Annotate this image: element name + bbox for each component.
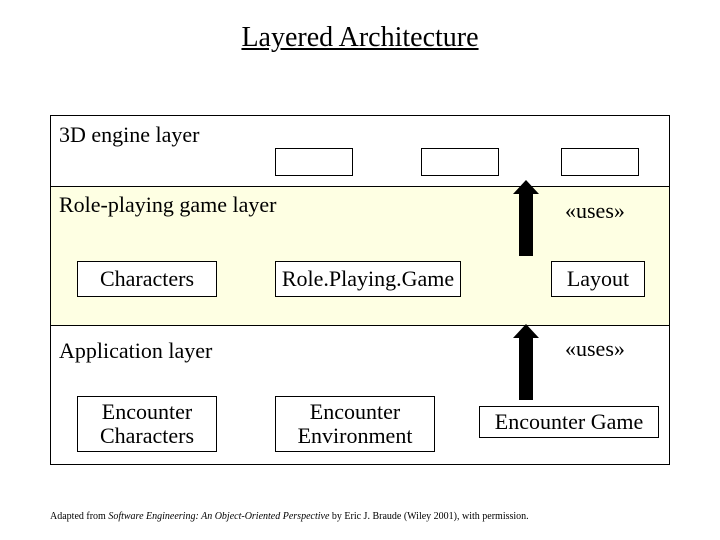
enc-char-line2: Characters bbox=[100, 424, 194, 448]
package-layout: Layout bbox=[551, 261, 645, 297]
footer-suffix: by Eric J. Braude (Wiley 2001), with per… bbox=[329, 511, 528, 522]
engine-package-3 bbox=[561, 148, 639, 176]
layer-label-app: Application layer bbox=[59, 338, 212, 364]
uses-arrow-top bbox=[519, 192, 533, 256]
footer-italic: Software Engineering: An Object-Oriented… bbox=[108, 511, 329, 522]
package-encounter-characters: Encounter Characters bbox=[77, 396, 217, 452]
enc-char-line1: Encounter bbox=[102, 400, 192, 424]
uses-label-top: «uses» bbox=[565, 198, 625, 224]
engine-package-2 bbox=[421, 148, 499, 176]
layer-label-engine: 3D engine layer bbox=[59, 122, 200, 148]
footer-prefix: Adapted from bbox=[50, 511, 108, 522]
package-encounter-game: Encounter Game bbox=[479, 406, 659, 438]
page-title: Layered Architecture bbox=[0, 0, 720, 54]
uses-label-bottom: «uses» bbox=[565, 336, 625, 362]
package-characters: Characters bbox=[77, 261, 217, 297]
package-roleplayinggame: Role.Playing.Game bbox=[275, 261, 461, 297]
architecture-diagram: 3D engine layer Role-playing game layer … bbox=[50, 115, 670, 465]
package-encounter-environment: Encounter Environment bbox=[275, 396, 435, 452]
footer-attribution: Adapted from Software Engineering: An Ob… bbox=[50, 511, 529, 522]
enc-env-line1: Encounter bbox=[310, 400, 400, 424]
enc-env-line2: Environment bbox=[298, 424, 413, 448]
layer-label-rpg: Role-playing game layer bbox=[59, 192, 276, 218]
engine-package-1 bbox=[275, 148, 353, 176]
uses-arrow-bottom bbox=[519, 336, 533, 400]
